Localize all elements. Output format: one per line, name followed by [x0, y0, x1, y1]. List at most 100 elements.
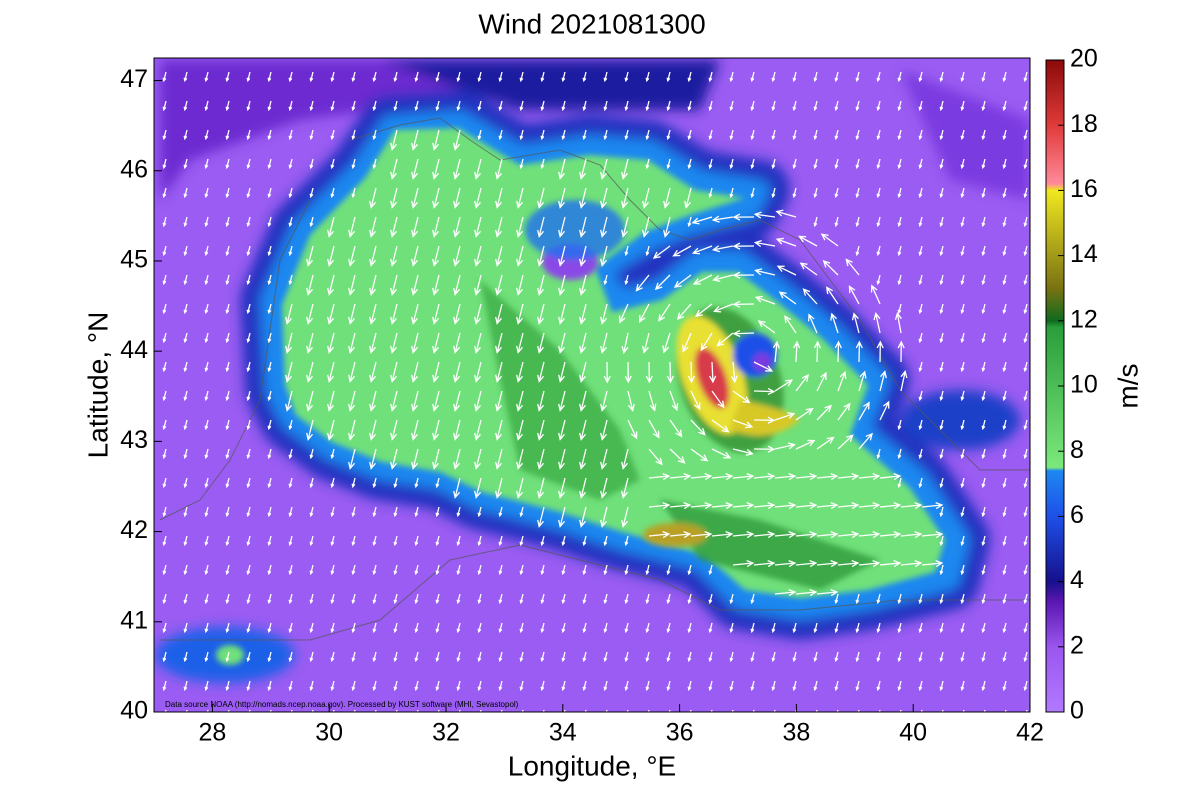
colorbar-tick-label: 14	[1070, 240, 1098, 268]
colorbar-tick-label: 12	[1070, 305, 1098, 333]
wind-arrow	[435, 564, 440, 576]
wind-arrow	[691, 216, 713, 225]
wind-arrow	[687, 564, 692, 576]
wind-arrow	[516, 448, 524, 470]
wind-arrow	[960, 680, 965, 692]
wind-arrow	[495, 332, 503, 354]
wind-arrow	[897, 477, 902, 489]
wind-arrow	[711, 502, 734, 510]
wind-arrow	[939, 361, 944, 373]
wind-arrow	[897, 651, 902, 663]
data-source-note: Data source NOAA (http://nomads.ncep.noa…	[165, 700, 519, 709]
wind-arrow	[834, 129, 839, 141]
wind-arrow	[687, 216, 692, 228]
wind-arrow	[648, 448, 663, 466]
wind-arrow	[981, 419, 986, 431]
wind-arrow	[624, 71, 629, 83]
wind-arrow	[204, 274, 209, 286]
wind-arrow	[309, 71, 314, 83]
wind-arrow	[519, 129, 524, 141]
wind-arrow	[792, 158, 797, 170]
wind-arrow	[390, 332, 398, 354]
wind-arrow	[519, 535, 524, 547]
wind-arrow	[624, 564, 629, 576]
x-tick-label: 30	[315, 719, 343, 747]
wind-arrow	[411, 361, 419, 383]
wind-arrow	[939, 245, 944, 257]
wind-arrow	[645, 129, 650, 141]
wind-arrow	[600, 477, 608, 499]
wind-arrow	[708, 100, 713, 112]
wind-arrow	[729, 71, 734, 83]
wind-arrow	[246, 303, 251, 315]
wind-arrow	[851, 312, 860, 334]
wind-arrow	[645, 680, 650, 692]
wind-arrow	[495, 390, 503, 412]
wind-arrow	[690, 502, 713, 510]
wind-arrow	[813, 340, 822, 363]
wind-arrow	[858, 370, 867, 392]
wind-arrow	[435, 622, 440, 634]
wind-arrow	[729, 187, 734, 199]
wind-arrow	[687, 71, 692, 83]
wind-arrow	[666, 129, 671, 141]
wind-arrow	[411, 332, 419, 354]
wind-arrow	[873, 312, 881, 334]
wind-arrow	[711, 215, 734, 223]
wind-arrow	[626, 709, 629, 712]
wind-arrow	[477, 622, 482, 634]
wind-arrow	[390, 245, 398, 267]
wind-arrow	[795, 407, 814, 421]
wind-arrow	[603, 564, 608, 576]
wind-arrow	[836, 709, 839, 712]
wind-arrow	[813, 680, 818, 692]
wind-arrow	[579, 419, 587, 441]
wind-arrow	[183, 100, 188, 112]
wind-arrow	[372, 506, 377, 518]
wind-arrow	[498, 593, 503, 605]
wind-arrow	[1002, 129, 1007, 141]
wind-arrow	[627, 419, 638, 440]
wind-arrow	[519, 100, 524, 112]
wind-arrow	[453, 448, 461, 470]
wind-arrow	[666, 651, 671, 663]
wind-arrow	[771, 622, 776, 634]
wind-arrow	[453, 129, 461, 151]
wind-arrow	[732, 560, 755, 568]
wind-arrow	[183, 680, 188, 692]
wind-arrow	[669, 502, 692, 510]
wind-arrow	[981, 71, 986, 83]
wind-arrow	[600, 419, 608, 441]
wind-arrow	[1002, 332, 1007, 344]
wind-arrow	[353, 709, 356, 712]
wind-arrow	[500, 709, 503, 712]
wind-arrow	[498, 680, 503, 692]
wind-arrow	[855, 245, 860, 257]
wind-arrow	[516, 187, 524, 209]
wind-arrow	[687, 100, 692, 112]
wind-arrow	[267, 535, 272, 547]
y-tick-label: 44	[120, 336, 148, 364]
wind-arrow	[351, 622, 356, 634]
wind-arrow	[267, 274, 272, 286]
wind-arrow	[603, 593, 608, 605]
wind-arrow	[477, 506, 482, 518]
wind-arrow	[652, 245, 671, 259]
wind-arrow	[795, 560, 818, 568]
wind-arrow	[414, 71, 419, 83]
wind-arrow	[369, 245, 377, 267]
wind-arrow	[918, 303, 923, 315]
wind-arrow	[309, 680, 314, 692]
wind-arrow	[918, 361, 923, 373]
wind-arrow	[561, 593, 566, 605]
wind-arrow	[1023, 303, 1028, 315]
wind-arrow	[306, 361, 314, 383]
wind-arrow	[981, 216, 986, 228]
wind-arrow	[369, 274, 377, 296]
wind-arrow	[897, 593, 902, 605]
wind-arrow	[540, 680, 545, 692]
wind-arrow	[876, 340, 884, 363]
wind-arrow	[393, 651, 398, 663]
wind-arrow	[516, 419, 524, 441]
coastline	[159, 117, 1030, 641]
